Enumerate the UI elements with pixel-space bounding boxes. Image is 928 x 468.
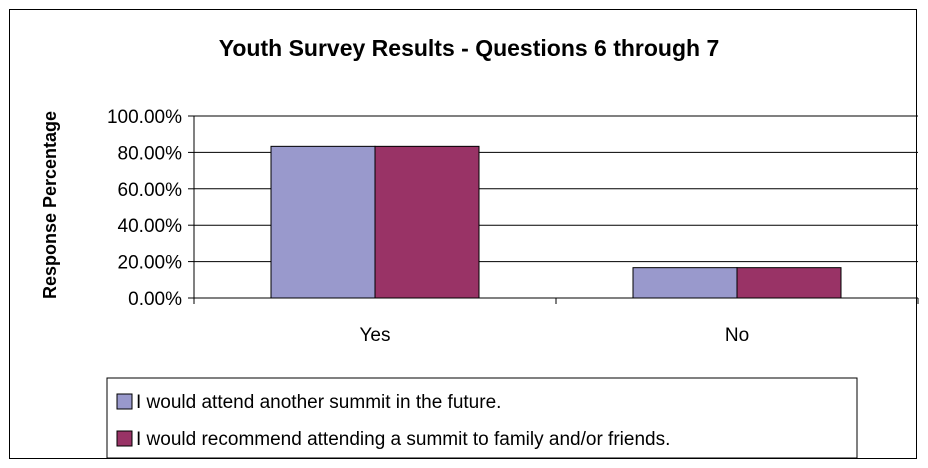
y-tick-label: 80.00%: [118, 143, 183, 164]
x-category-label: Yes: [360, 325, 391, 346]
legend-box: [106, 377, 858, 459]
chart-title: Youth Survey Results - Questions 6 throu…: [219, 35, 720, 61]
bar: [270, 145, 376, 299]
bar: [632, 267, 738, 299]
axes: 0.00% 20.00% 40.00% 60.00% 80.00% 100.00% Yes N…: [107, 107, 919, 346]
y-tick-label: 60.00%: [118, 180, 183, 201]
y-tick-label: 0.00%: [128, 289, 182, 310]
x-category-label: No: [725, 325, 749, 346]
y-tick-label: 20.00%: [118, 253, 183, 274]
y-tick-label: 100.00%: [107, 107, 182, 128]
bars: [270, 145, 842, 299]
legend: I would attend another summit in the fut…: [106, 377, 858, 459]
y-tick-label: 40.00%: [118, 216, 183, 237]
legend-entry-label: I would attend another summit in the fut…: [136, 392, 501, 413]
legend-swatch: [116, 393, 133, 410]
y-axis-label: Response Percentage: [40, 111, 60, 299]
legend-entry-label: I would recommend attending a summit to …: [136, 429, 670, 450]
legend-swatch: [116, 430, 133, 447]
bar: [736, 267, 842, 299]
bar: [374, 145, 480, 299]
